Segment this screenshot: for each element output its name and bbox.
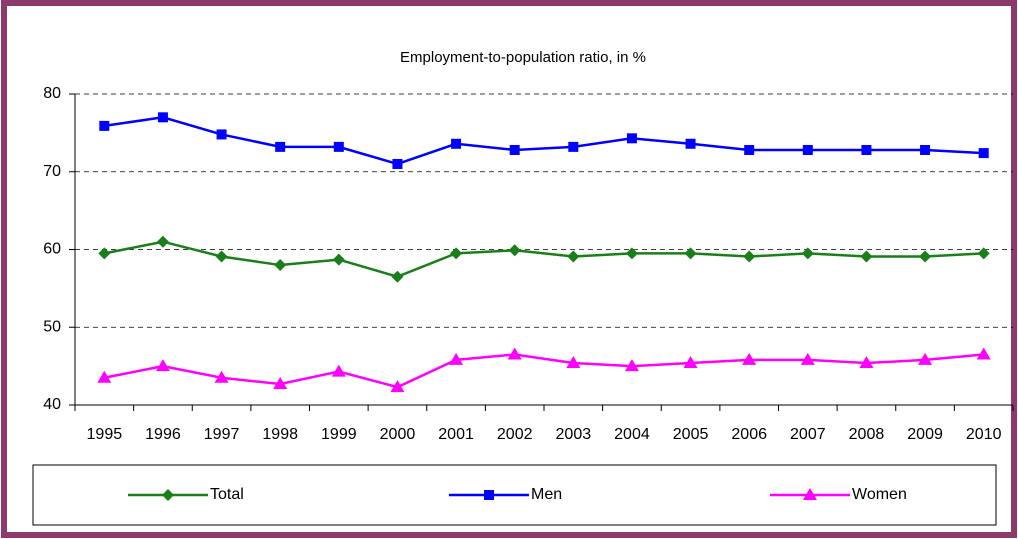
marker [157, 112, 168, 123]
chart-title: Employment-to-population ratio, in % [400, 49, 646, 66]
marker [508, 244, 521, 257]
x-tick-label: 2003 [556, 426, 592, 443]
series-line [104, 116, 984, 166]
x-tick-label: 2009 [907, 426, 943, 443]
marker [155, 359, 170, 372]
marker [507, 347, 522, 360]
legend-label: Total [210, 486, 244, 503]
x-tick-label: 1997 [204, 426, 240, 443]
marker [802, 144, 813, 155]
marker [331, 364, 346, 377]
x-tick-label: 1999 [321, 426, 357, 443]
marker [275, 141, 286, 152]
marker [273, 377, 288, 390]
marker [216, 129, 227, 140]
marker [918, 352, 933, 365]
y-tick-label: 80 [43, 85, 61, 102]
legend-label: Women [852, 486, 907, 503]
marker [744, 144, 755, 155]
marker [978, 148, 989, 159]
marker [333, 141, 344, 152]
marker [684, 247, 697, 260]
y-tick-label: 70 [43, 163, 61, 180]
marker [332, 253, 345, 266]
marker [859, 356, 874, 369]
x-tick-label: 2004 [614, 426, 650, 443]
marker [976, 347, 991, 360]
marker [566, 356, 581, 369]
marker [861, 144, 872, 155]
marker [800, 352, 815, 365]
marker [568, 141, 579, 152]
marker [920, 144, 931, 155]
series-line [104, 353, 984, 389]
marker [156, 235, 169, 248]
x-tick-label: 1995 [87, 426, 123, 443]
series-line [104, 240, 984, 279]
x-tick-label: 2002 [497, 426, 533, 443]
marker [801, 247, 814, 260]
marker [742, 352, 757, 365]
x-tick-label: 2000 [380, 426, 416, 443]
marker [509, 144, 520, 155]
y-tick-label: 40 [43, 396, 61, 413]
marker [214, 370, 229, 383]
marker [625, 247, 638, 260]
marker [391, 270, 404, 283]
marker [98, 247, 111, 260]
marker [99, 120, 110, 131]
marker [626, 133, 637, 144]
marker [449, 352, 464, 365]
marker [685, 138, 696, 149]
marker [450, 247, 463, 260]
marker [451, 138, 462, 149]
y-tick-label: 50 [43, 318, 61, 335]
legend-label: Men [531, 486, 562, 503]
marker [390, 380, 405, 393]
marker [683, 356, 698, 369]
marker [567, 250, 580, 263]
x-tick-label: 2001 [438, 426, 474, 443]
marker [803, 488, 817, 500]
x-tick-label: 2008 [849, 426, 885, 443]
x-tick-label: 1996 [145, 426, 181, 443]
marker [743, 250, 756, 263]
marker [977, 247, 990, 260]
marker [624, 359, 639, 372]
x-tick-label: 2006 [731, 426, 767, 443]
marker [919, 250, 932, 263]
x-tick-label: 2010 [966, 426, 1002, 443]
y-tick-label: 60 [43, 241, 61, 258]
marker [162, 489, 174, 501]
marker [215, 250, 228, 263]
marker [97, 370, 112, 383]
marker [274, 259, 287, 272]
x-tick-label: 1998 [262, 426, 298, 443]
marker [860, 250, 873, 263]
x-tick-label: 2007 [790, 426, 826, 443]
marker [484, 490, 494, 500]
marker [392, 158, 403, 169]
x-tick-label: 2005 [673, 426, 709, 443]
